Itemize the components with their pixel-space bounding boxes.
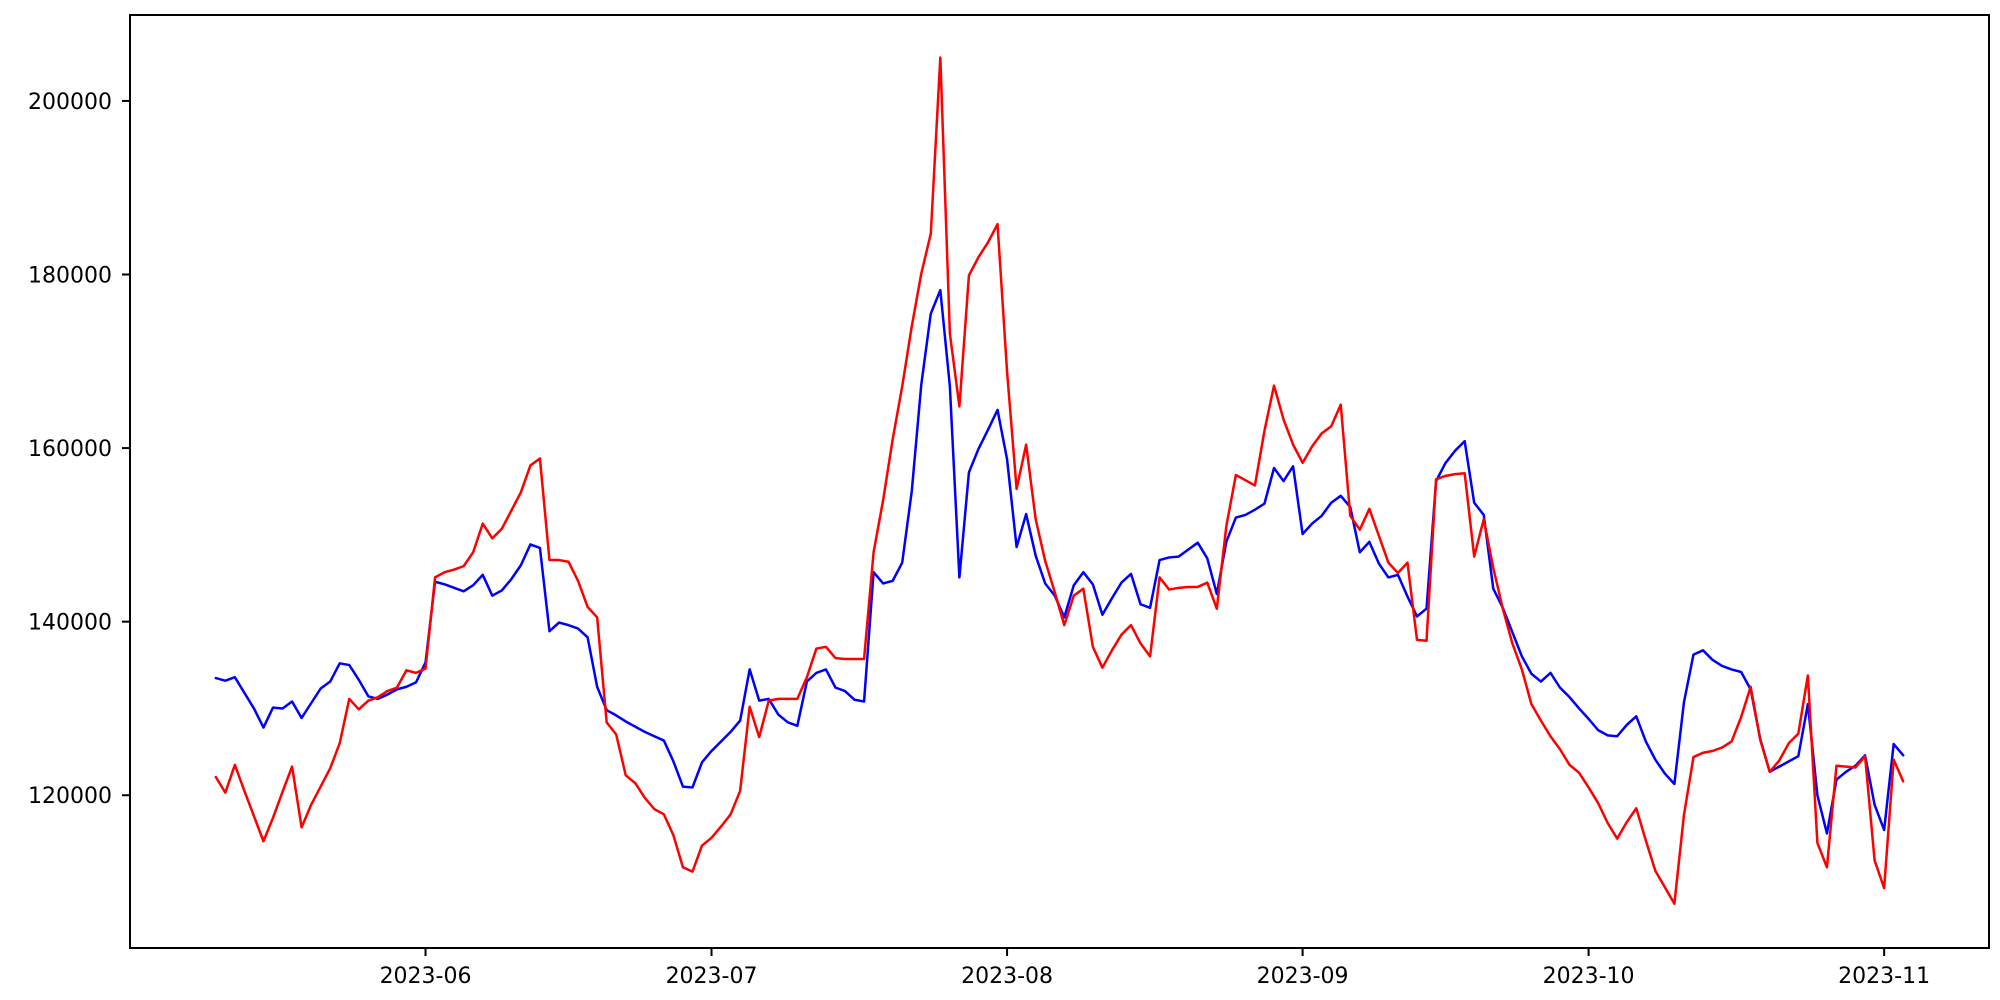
x-tick-label: 2023-08 — [961, 964, 1053, 989]
y-tick-label: 180000 — [28, 263, 112, 288]
x-tick-label: 2023-11 — [1838, 964, 1930, 989]
axis-ticks: 2023-06 2023-07 2023-08 2023-09 2023-10 2023-… — [28, 90, 1930, 989]
blue-series-line — [214, 288, 1905, 835]
y-tick-label: 140000 — [28, 611, 112, 636]
red-series-line — [214, 56, 1905, 905]
plot-frame — [129, 14, 1990, 949]
x-tick-label: 2023-07 — [666, 964, 758, 989]
y-tick-label: 160000 — [28, 437, 112, 462]
x-tick-label: 2023-06 — [380, 964, 472, 989]
x-tick-label: 2023-10 — [1543, 964, 1635, 989]
data-series — [214, 56, 1905, 905]
x-tick-label: 2023-09 — [1257, 964, 1349, 989]
axes-spines — [129, 14, 1990, 949]
y-tick-label: 200000 — [28, 90, 112, 115]
y-tick-label: 120000 — [28, 784, 112, 809]
